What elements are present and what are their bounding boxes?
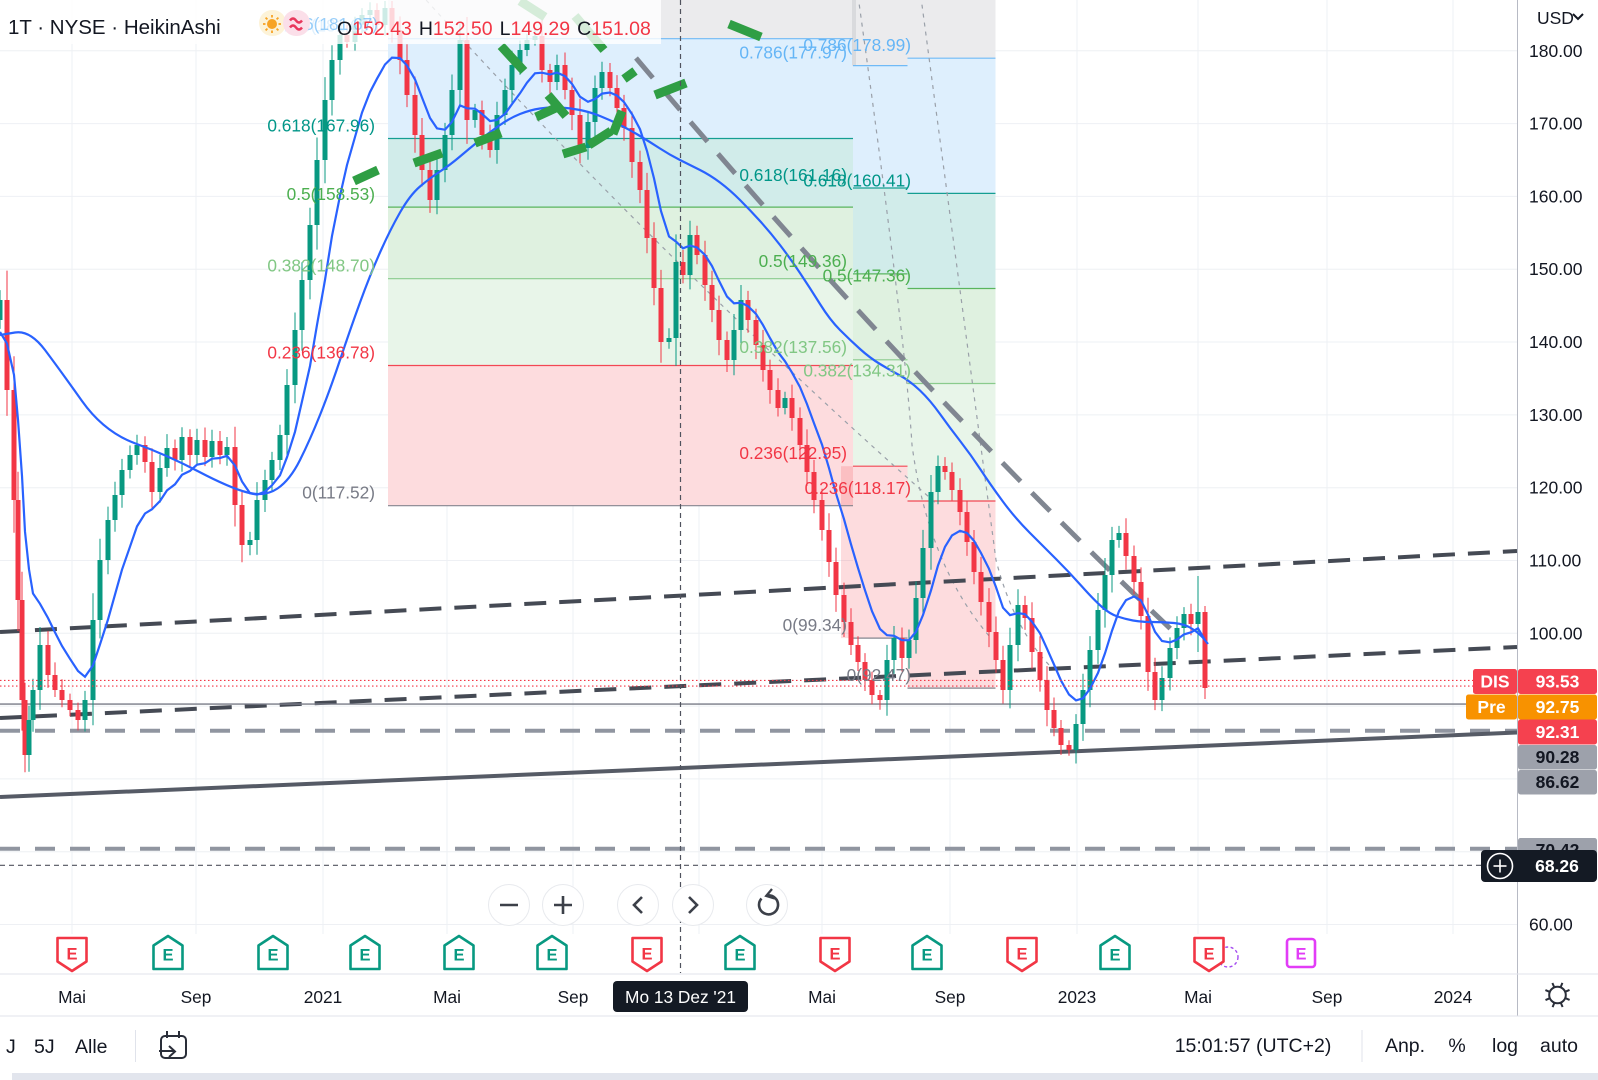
svg-text:170.00: 170.00: [1529, 114, 1583, 134]
svg-text:USD: USD: [1537, 8, 1574, 28]
svg-text:Sep: Sep: [181, 987, 212, 1007]
svg-text:log: log: [1492, 1035, 1518, 1057]
svg-text:60.00: 60.00: [1529, 915, 1573, 935]
svg-text:E: E: [359, 947, 370, 965]
svg-text:86.62: 86.62: [1536, 772, 1580, 792]
svg-text:auto: auto: [1540, 1035, 1578, 1057]
svg-text:150.00: 150.00: [1529, 259, 1583, 279]
svg-text:0.382(134.31): 0.382(134.31): [803, 361, 911, 381]
svg-text:0.786(177.97): 0.786(177.97): [739, 43, 847, 63]
svg-text:180.00: 180.00: [1529, 41, 1583, 61]
svg-text:92.75: 92.75: [1536, 697, 1580, 717]
svg-text:68.26: 68.26: [1535, 856, 1579, 876]
svg-text:Mai: Mai: [58, 987, 86, 1007]
svg-text:0.382(137.56): 0.382(137.56): [739, 337, 847, 357]
svg-text:E: E: [1016, 946, 1027, 964]
svg-text:E: E: [267, 947, 278, 965]
svg-text:1T · NYSE · HeikinAshi: 1T · NYSE · HeikinAshi: [8, 16, 221, 39]
svg-text:0.618(160.41): 0.618(160.41): [803, 170, 911, 190]
svg-text:J: J: [6, 1036, 16, 1058]
svg-text:%: %: [1448, 1035, 1465, 1057]
svg-text:0.236(136.78): 0.236(136.78): [267, 343, 375, 363]
svg-text:0.382(148.70): 0.382(148.70): [267, 256, 375, 276]
svg-text:E: E: [162, 947, 173, 965]
svg-text:Mai: Mai: [1184, 987, 1212, 1007]
svg-text:Sep: Sep: [935, 987, 966, 1007]
svg-text:Mai: Mai: [433, 987, 461, 1007]
svg-text:E: E: [1203, 946, 1214, 964]
svg-text:140.00: 140.00: [1529, 332, 1583, 352]
svg-text:E: E: [641, 946, 652, 964]
svg-text:100.00: 100.00: [1529, 623, 1583, 643]
svg-text:90.28: 90.28: [1536, 747, 1580, 767]
svg-text:Alle: Alle: [75, 1036, 108, 1058]
svg-text:130.00: 130.00: [1529, 405, 1583, 425]
svg-text:E: E: [1295, 946, 1306, 964]
svg-text:E: E: [546, 947, 557, 965]
svg-text:0.5(147.36): 0.5(147.36): [823, 266, 911, 286]
svg-text:92.31: 92.31: [1536, 722, 1580, 742]
svg-text:0.236(118.17): 0.236(118.17): [805, 478, 911, 498]
svg-text:0.236(122.95): 0.236(122.95): [739, 443, 847, 463]
svg-text:E: E: [734, 947, 745, 965]
svg-text:15:01:57 (UTC+2): 15:01:57 (UTC+2): [1175, 1035, 1332, 1057]
svg-text:120.00: 120.00: [1529, 478, 1583, 498]
svg-text:5J: 5J: [34, 1036, 55, 1058]
svg-text:0(117.52): 0(117.52): [302, 483, 375, 503]
svg-text:Sep: Sep: [558, 987, 589, 1007]
svg-text:E: E: [1109, 947, 1120, 965]
svg-text:0.5(149.36): 0.5(149.36): [759, 251, 847, 271]
svg-text:2023: 2023: [1058, 987, 1096, 1007]
svg-text:E: E: [453, 947, 464, 965]
svg-text:160.00: 160.00: [1529, 186, 1583, 206]
svg-text:110.00: 110.00: [1529, 551, 1581, 571]
svg-text:E: E: [66, 946, 77, 964]
svg-text:DIS: DIS: [1480, 672, 1509, 692]
svg-text:0(92.47): 0(92.47): [847, 665, 911, 685]
svg-text:0.618(161.16): 0.618(161.16): [739, 165, 847, 185]
svg-text:Mo 13 Dez '21: Mo 13 Dez '21: [625, 987, 736, 1007]
svg-text:0.618(167.96): 0.618(167.96): [267, 116, 375, 136]
svg-text:Mai: Mai: [808, 987, 836, 1007]
svg-text:E: E: [829, 946, 840, 964]
svg-text:Anp.: Anp.: [1385, 1035, 1425, 1057]
svg-text:2024: 2024: [1434, 987, 1473, 1007]
svg-text:E: E: [921, 947, 932, 965]
svg-text:2021: 2021: [304, 987, 342, 1007]
svg-text:Pre: Pre: [1477, 697, 1505, 717]
svg-text:0.786(178.99): 0.786(178.99): [803, 35, 911, 55]
svg-text:0(99.34): 0(99.34): [783, 615, 847, 635]
svg-text:93.53: 93.53: [1536, 672, 1580, 692]
svg-text:0.5(158.53): 0.5(158.53): [287, 184, 375, 204]
svg-text:Sep: Sep: [1312, 987, 1343, 1007]
